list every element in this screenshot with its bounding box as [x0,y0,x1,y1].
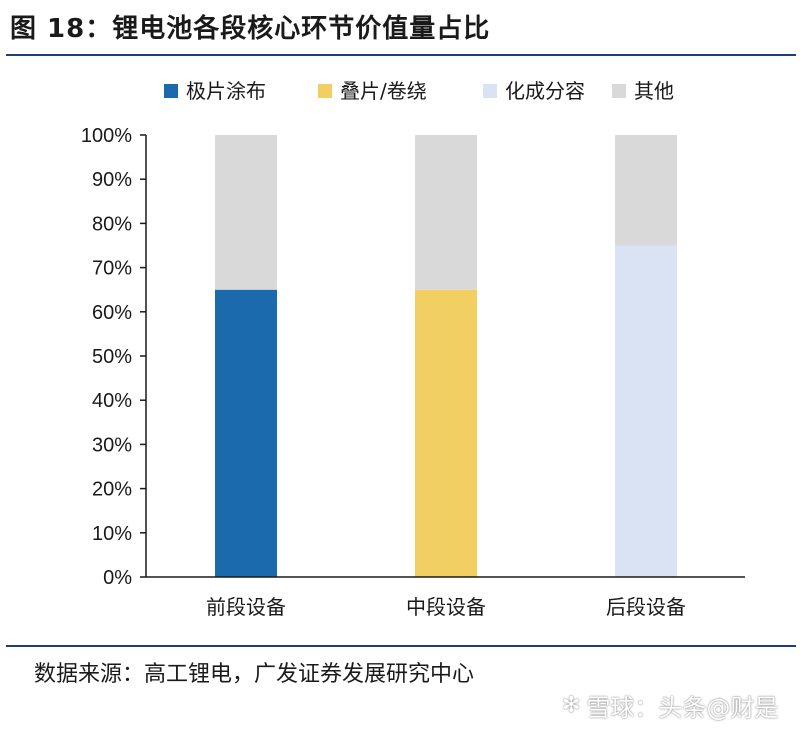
y-tick-label: 20% [92,479,132,501]
legend-label: 其他 [634,79,674,103]
x-category-label: 后段设备 [606,595,686,619]
watermark: ✻ 雪球：头条@财是 [562,688,778,723]
x-category-label: 中段设备 [406,595,486,619]
source-rule [6,645,796,647]
legend-swatch [612,84,626,98]
y-tick-label: 60% [92,302,132,324]
legend-label: 叠片/卷绕 [340,79,427,103]
bar-segment [215,289,277,577]
bar-segment [215,135,277,290]
data-source: 数据来源：高工锂电，广发证券发展研究中心 [34,662,475,687]
bar-segment [415,289,477,577]
legend-label: 极片涂布 [186,79,266,103]
y-tick-label: 50% [92,346,132,368]
bar-segment [415,135,477,290]
y-tick-label: 70% [92,258,132,280]
y-tick-label: 10% [92,523,132,545]
y-tick-label: 80% [92,213,132,235]
legend-swatch [164,84,178,98]
legend-label: 化成分容 [505,79,585,103]
y-tick-label: 100% [81,125,132,147]
y-tick-label: 30% [92,434,132,456]
y-tick-label: 40% [92,390,132,412]
legend-swatch [483,84,497,98]
stacked-bar-chart: 极片涂布 叠片/卷绕 化成分容 其他 0% 10% 20% 30% 40% 50% 60% 70% 80… [81,79,745,619]
snowflake-icon: ✻ [562,693,581,718]
watermark-text: 雪球：头条@财是 [586,694,779,722]
bar-segment [615,245,677,577]
bar-segment [615,135,677,246]
legend-swatch [318,84,332,98]
chart-title: 图 18：锂电池各段核心环节价值量占比 [10,14,491,44]
y-tick-label: 90% [92,169,132,191]
x-category-label: 前段设备 [206,595,286,619]
title-rule [6,54,796,56]
y-tick-label: 0% [103,567,132,589]
